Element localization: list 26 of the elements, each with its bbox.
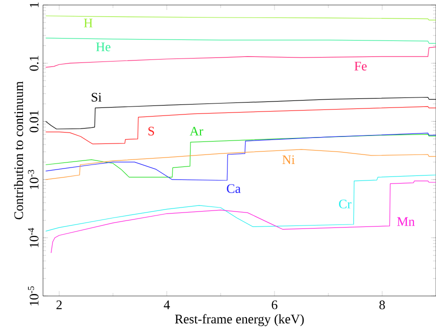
x-tick-label: 4 (164, 300, 170, 310)
x-tick-label: 6 (272, 300, 278, 310)
series-label: Ca (226, 184, 241, 193)
y-tick-label: 10$^{-4}$ (28, 228, 38, 248)
y-tick-label: 0.01 (30, 110, 38, 132)
line-series (50, 180, 436, 254)
line-series (45, 174, 436, 232)
line-series (45, 106, 436, 144)
y-tick-label: 10$^{-5}$ (28, 286, 38, 306)
y-tick-label: 1 (30, 2, 38, 8)
series-label: Fe (354, 62, 367, 70)
series-label: Mn (397, 217, 415, 226)
y-tick-label: 10$^{-3}$ (28, 170, 38, 189)
series-label: He (96, 42, 110, 52)
line-series (45, 149, 436, 180)
series-label: Ni (282, 155, 295, 164)
x-tick-label: 2 (56, 300, 62, 310)
x-tick-label: 8 (379, 300, 385, 310)
series-label: H (84, 18, 93, 28)
x-axis-title: Rest-frame energy (keV) (175, 314, 304, 326)
y-tick-label: 0.1 (30, 56, 38, 71)
series-label: Ar (190, 126, 204, 136)
series-label: Si (92, 92, 102, 102)
series-label: S (148, 126, 154, 136)
series-label: Cr (339, 200, 352, 208)
y-axis-title: Contribution to continuum (14, 81, 24, 220)
